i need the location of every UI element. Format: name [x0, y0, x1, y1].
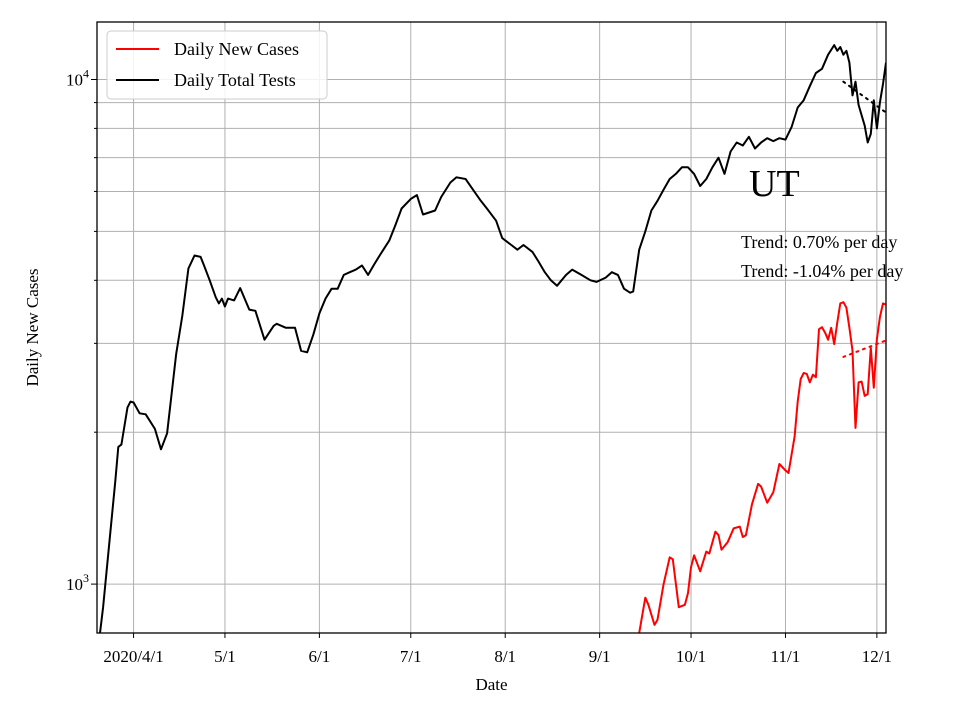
- grid: [97, 22, 886, 633]
- plot-frame: [96, 21, 887, 634]
- y-tick-exponent: 4: [83, 66, 89, 80]
- legend-box: [106, 30, 328, 100]
- annotations: UT Trend: 0.70% per day Trend: -1.04% per …: [741, 163, 903, 281]
- legend: Daily New Cases Daily Total Tests: [106, 30, 328, 100]
- series-line-daily-total-tests: [99, 44, 886, 633]
- x-tick-label: 8/1: [494, 647, 516, 666]
- annotation-state-label: UT: [749, 163, 800, 205]
- y-tick-label: 104: [66, 66, 89, 89]
- plot-area: [99, 44, 886, 633]
- x-axis-label: Date: [475, 675, 507, 694]
- y-axis-label: Daily New Cases: [23, 268, 42, 386]
- y-tick-base: 10: [66, 575, 83, 594]
- axis-ticks: 2020/4/1 5/1 6/1 7/1 8/1 9/1 10/1 11/1 12/110310…: [66, 66, 892, 666]
- y-tick-label: 103: [66, 571, 89, 594]
- x-tick-label: 12/1: [862, 647, 892, 666]
- y-tick-exponent: 3: [83, 571, 89, 585]
- x-tick-label: 5/1: [214, 647, 236, 666]
- legend-label: Daily Total Tests: [174, 70, 296, 90]
- annotation-trend-cases: Trend: 0.70% per day: [741, 232, 897, 252]
- x-tick-label: 2020/4/1: [103, 647, 163, 666]
- legend-label: Daily New Cases: [174, 39, 299, 59]
- x-tick-label: 10/1: [676, 647, 706, 666]
- x-tick-label: 9/1: [589, 647, 611, 666]
- x-tick-label: 7/1: [400, 647, 422, 666]
- trend-line: [842, 339, 886, 358]
- series-line-daily-new-cases: [638, 301, 886, 633]
- trend-line: [842, 80, 886, 114]
- annotation-trend-tests: Trend: -1.04% per day: [741, 261, 903, 281]
- x-tick-label: 11/1: [771, 647, 801, 666]
- x-tick-label: 6/1: [309, 647, 331, 666]
- y-tick-base: 10: [66, 70, 83, 89]
